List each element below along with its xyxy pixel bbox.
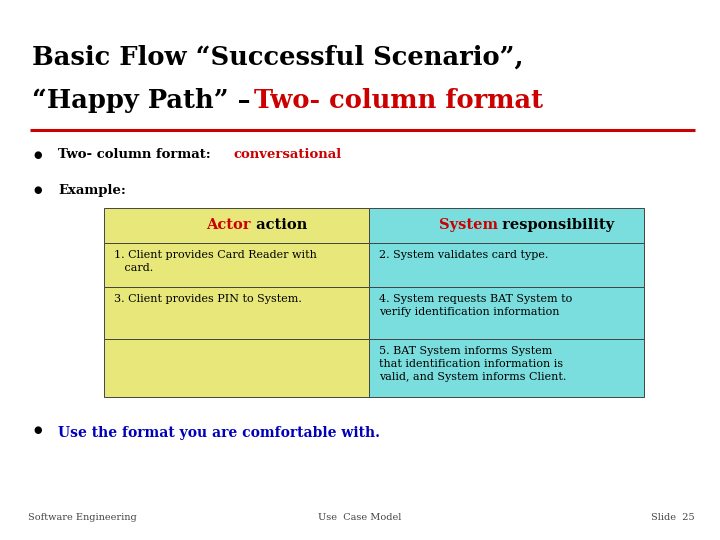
- Text: ●: ●: [34, 150, 42, 160]
- Text: 2. System validates card type.: 2. System validates card type.: [379, 250, 548, 260]
- Text: Two- column format: Two- column format: [253, 88, 543, 113]
- Text: 4. System requests BAT System to
verify identification information: 4. System requests BAT System to verify …: [379, 294, 572, 317]
- Text: Use the format you are comfortable with.: Use the format you are comfortable with.: [58, 426, 380, 440]
- Bar: [369, 339, 644, 397]
- Text: Actor: Actor: [207, 218, 251, 232]
- Text: Use  Case Model: Use Case Model: [318, 513, 402, 522]
- Bar: [104, 208, 369, 243]
- Text: conversational: conversational: [233, 148, 341, 161]
- Text: Slide  25: Slide 25: [652, 513, 695, 522]
- Text: 3. Client provides PIN to System.: 3. Client provides PIN to System.: [114, 294, 302, 304]
- Bar: [104, 243, 369, 287]
- Text: responsibility: responsibility: [497, 218, 613, 232]
- Text: Two- column format:: Two- column format:: [58, 148, 215, 161]
- Text: 1. Client provides Card Reader with
   card.: 1. Client provides Card Reader with card…: [114, 250, 318, 273]
- Bar: [369, 243, 644, 287]
- Text: “Happy Path” –: “Happy Path” –: [32, 88, 259, 113]
- Text: Example:: Example:: [58, 184, 126, 197]
- Text: Software Engineering: Software Engineering: [28, 513, 137, 522]
- Bar: [369, 208, 644, 243]
- Bar: [104, 287, 369, 339]
- Text: 5. BAT System informs System
that identification information is
valid, and Syste: 5. BAT System informs System that identi…: [379, 346, 566, 382]
- Text: action: action: [251, 218, 307, 232]
- Text: System: System: [438, 218, 498, 232]
- Text: ●: ●: [34, 425, 42, 435]
- Text: Basic Flow “Successful Scenario”,: Basic Flow “Successful Scenario”,: [32, 45, 523, 70]
- Bar: [104, 339, 369, 397]
- Bar: [369, 287, 644, 339]
- Text: ●: ●: [34, 185, 42, 195]
